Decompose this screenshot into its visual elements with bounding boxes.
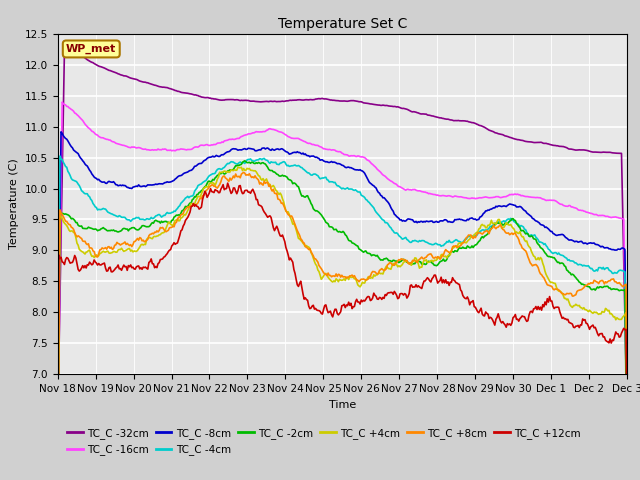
X-axis label: Time: Time [329, 400, 356, 409]
Title: Temperature Set C: Temperature Set C [278, 17, 407, 31]
Y-axis label: Temperature (C): Temperature (C) [9, 158, 19, 250]
Text: WP_met: WP_met [66, 44, 116, 54]
Legend: TC_C -32cm, TC_C -16cm, TC_C -8cm, TC_C -4cm, TC_C -2cm, TC_C +4cm, TC_C +8cm, T: TC_C -32cm, TC_C -16cm, TC_C -8cm, TC_C … [63, 424, 585, 459]
